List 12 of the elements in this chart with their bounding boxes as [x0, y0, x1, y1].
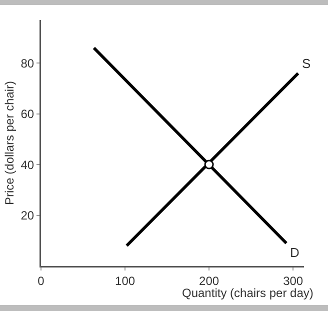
y-tick-label: 20 — [20, 208, 34, 222]
y-tick-label: 60 — [20, 107, 34, 122]
series-label: D — [290, 245, 300, 260]
x-tick-label: 0 — [38, 274, 45, 288]
series-label: S — [302, 56, 311, 71]
y-axis-title: Price (dollars per chair) — [2, 80, 16, 206]
y-tick-label: 80 — [20, 56, 34, 70]
x-tick-label: 300 — [283, 274, 304, 288]
y-tick-label: 40 — [20, 158, 34, 172]
x-tick-label: 200 — [199, 274, 220, 288]
x-axis-title: Quantity (chairs per day) — [182, 286, 314, 300]
x-tick-label: 100 — [115, 274, 136, 288]
